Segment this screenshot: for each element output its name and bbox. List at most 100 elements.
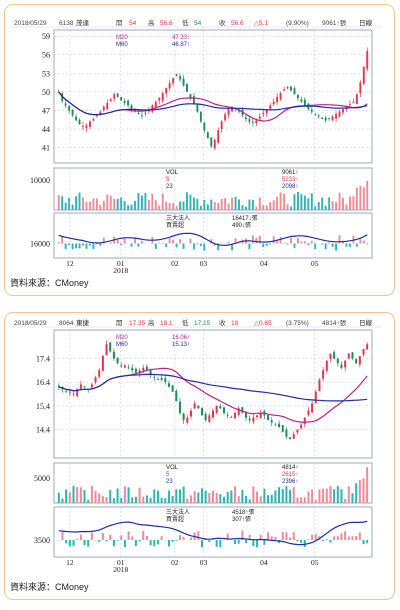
candle-body [208,415,210,422]
volume-bar [79,193,81,210]
change-value: △0.65 [254,320,272,327]
inst-tick-label: 3500 [34,536,50,545]
ma-legend-value: 46.87↑ [172,42,190,48]
low-value: 17.15 [194,320,211,327]
volume-bar [212,491,214,503]
candle-body [201,408,203,415]
inst-bar [329,540,331,543]
high-value: 18.1 [160,320,173,327]
candle-body [103,107,105,110]
volume-bar [333,489,335,503]
inst-bar [314,244,316,250]
volume-bar [138,193,140,210]
volume-bar [110,196,112,210]
open-value: 54 [129,20,137,27]
candle-body [102,356,104,371]
high-label: 高 [148,318,155,327]
inst-bar [197,531,199,540]
source-label-2: 資料來源：CMoney [10,580,89,593]
inst-bar [346,244,348,247]
inst-bar [157,540,159,544]
volume-bar [117,199,119,210]
inst-bar [326,539,328,540]
volume-bar [274,491,276,503]
volume-bar [58,195,60,210]
volume-bar [193,198,195,210]
volume-bar [359,186,361,210]
volume-bar [106,497,108,503]
price-tick-label: 17.4 [36,354,50,363]
inst-bar [221,243,223,244]
inst-legend-value: 490↓張 [232,222,251,229]
volume-bar [314,206,316,210]
inst-bar [128,532,130,540]
candle-body [259,117,261,119]
volume-bar [252,200,254,210]
volume-bar [260,496,262,503]
volume-bar [304,196,306,210]
inst-bar [359,239,361,243]
candle-body [273,102,275,104]
candle-body [297,95,299,98]
inst-bar [141,241,143,244]
candle-body [205,414,207,420]
inst-bar [307,244,309,246]
candle-body [72,110,74,116]
inst-bar [219,540,221,547]
candle-body [186,84,188,92]
inst-bar [337,536,339,540]
inst-bar [131,536,133,540]
inst-bar [340,533,342,540]
inst-bar [311,535,313,540]
candle-body [82,126,84,127]
candle-body [349,104,351,105]
volume-bar [175,489,177,503]
volume-bar [127,205,129,210]
candle-body [144,113,146,114]
header-code: 6138 [59,20,74,27]
inst-bar [267,532,269,540]
high-label: 高 [148,18,155,27]
candle-body [73,394,75,395]
inst-bar [201,540,203,547]
volume-bar [61,196,63,210]
volume-bar [144,193,146,210]
volume-bar [113,498,115,503]
volume-bar [148,200,150,210]
candle-body [311,403,313,412]
candle-body [96,115,98,116]
volume-bar [300,194,302,210]
inst-bar [139,540,141,541]
volume-bar [231,198,233,210]
period-label: 日線 [359,318,373,327]
volume-bar [200,206,202,210]
candle-body [168,383,170,387]
inst-bar [234,540,236,544]
candle-body [65,391,67,392]
inst-bar [287,244,289,245]
price-tick-label: 44 [42,125,50,134]
vol-legend-name: VOL [166,465,179,471]
volume-bar [259,198,261,210]
inst-bar [79,244,81,249]
volume-bar [245,207,247,210]
volume-bar [325,206,327,210]
inst-bar [274,537,276,540]
volume-bar [76,487,78,503]
volume-bar [282,489,284,503]
volume-bar [155,200,157,210]
inst-bar [366,244,368,245]
candle-body [230,417,232,418]
volume-bar [65,203,67,210]
x-year-label: 2018 [113,266,128,275]
candle-body [359,83,361,94]
volume-bar [315,500,317,503]
candle-body [217,130,219,143]
vol-legend-value: 2098↑ [282,184,298,190]
vol-legend-value: 5233↑ [282,177,298,183]
inst-bar [98,540,100,542]
candle-body [179,402,181,413]
candle-body [366,344,368,349]
